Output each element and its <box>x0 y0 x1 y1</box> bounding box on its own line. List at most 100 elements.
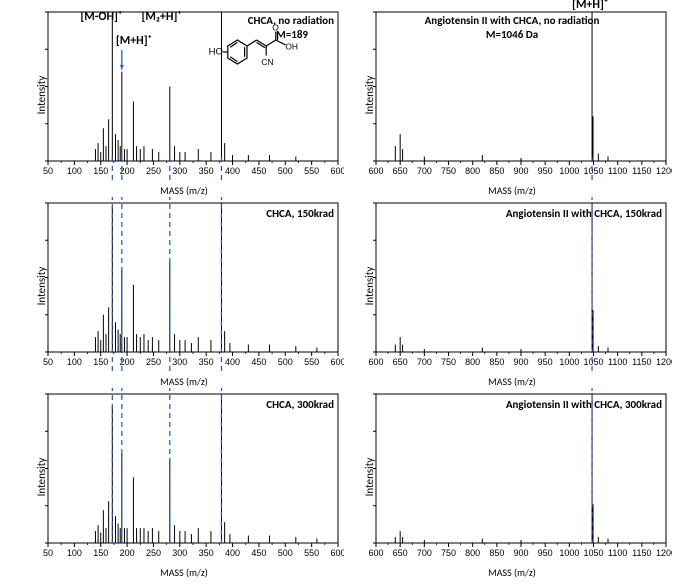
svg-text:1150: 1150 <box>632 548 651 558</box>
svg-text:50: 50 <box>43 548 53 558</box>
svg-text:550: 550 <box>304 357 319 367</box>
svg-text:1200: 1200 <box>656 357 672 367</box>
peak-label: [M+H]⁺ <box>116 34 152 48</box>
svg-text:1050: 1050 <box>583 357 603 367</box>
svg-text:950: 950 <box>538 357 553 367</box>
svg-text:1000: 1000 <box>559 357 579 367</box>
svg-text:600: 600 <box>330 357 344 367</box>
y-axis-label: Intensity <box>35 266 48 305</box>
svg-text:1200: 1200 <box>656 548 672 558</box>
spectrum-plot: 50 100 150 200 250 300 350 400 450 500 550 600 <box>24 388 344 565</box>
svg-text:500: 500 <box>278 548 293 558</box>
svg-text:50: 50 <box>43 166 53 176</box>
svg-text:1100: 1100 <box>608 357 627 367</box>
x-axis-label: MASS (m/z) <box>488 375 536 388</box>
svg-text:350: 350 <box>199 548 214 558</box>
svg-text:550: 550 <box>304 166 319 176</box>
svg-text:550: 550 <box>304 548 319 558</box>
svg-text:450: 450 <box>251 548 266 558</box>
svg-text:400: 400 <box>225 166 240 176</box>
svg-text:300: 300 <box>172 357 187 367</box>
spectrum-panel-p22: IntensityMASS (m/z)600650700750800850900… <box>352 197 672 374</box>
svg-text:250: 250 <box>146 548 161 558</box>
svg-text:950: 950 <box>538 166 553 176</box>
svg-text:750: 750 <box>441 357 456 367</box>
spectrum-plot: 600 650 700 750 800 850 900 950 1000 1050 1100 1150… <box>352 388 672 565</box>
svg-text:450: 450 <box>251 357 266 367</box>
svg-text:350: 350 <box>199 357 214 367</box>
x-axis-label: MASS (m/z) <box>488 566 536 579</box>
svg-text:600: 600 <box>330 166 344 176</box>
svg-text:900: 900 <box>513 548 528 558</box>
svg-text:250: 250 <box>146 166 161 176</box>
x-axis-label: MASS (m/z) <box>160 566 208 579</box>
svg-text:250: 250 <box>146 357 161 367</box>
spectrum-plot: 50100150200250300350400450500550600 <box>24 197 344 374</box>
svg-text:1000: 1000 <box>559 548 579 558</box>
svg-text:1100: 1100 <box>608 166 627 176</box>
svg-text:650: 650 <box>393 357 408 367</box>
spectrum-panel-p31: IntensityMASS (m/z)501001502002503003504… <box>24 388 344 565</box>
peak-label: [M-OH]⁺ <box>80 10 122 24</box>
peak-label: [M+H]⁺ <box>572 0 608 12</box>
svg-text:300: 300 <box>172 548 187 558</box>
panel-title: Angiotensin II with CHCA, 300krad <box>506 398 662 411</box>
spectrum-panel-p21: IntensityMASS (m/z)501001502002503003504… <box>24 197 344 374</box>
x-axis-label: MASS (m/z) <box>160 184 208 197</box>
svg-text:200: 200 <box>120 548 135 558</box>
spectrum-plot: 6006507007508008509009501000105011001150… <box>352 197 672 374</box>
svg-text:1050: 1050 <box>583 166 603 176</box>
panel-title: Angiotensin II with CHCA, no radiation <box>425 14 600 27</box>
svg-text:HO: HO <box>209 46 223 57</box>
svg-text:750: 750 <box>441 548 456 558</box>
svg-text:950: 950 <box>538 548 553 558</box>
y-axis-label: Intensity <box>363 75 376 114</box>
svg-text:300: 300 <box>172 166 187 176</box>
svg-text:600: 600 <box>368 548 383 558</box>
svg-text:1200: 1200 <box>656 166 672 176</box>
svg-text:100: 100 <box>67 548 82 558</box>
svg-text:CN: CN <box>261 57 273 67</box>
y-axis-label: Intensity <box>35 75 48 114</box>
svg-text:1150: 1150 <box>632 166 651 176</box>
svg-text:850: 850 <box>489 548 504 558</box>
svg-text:400: 400 <box>225 357 240 367</box>
y-axis-label: Intensity <box>363 457 376 496</box>
x-axis-label: MASS (m/z) <box>160 375 208 388</box>
svg-text:700: 700 <box>417 166 432 176</box>
svg-text:1000: 1000 <box>559 166 579 176</box>
svg-text:700: 700 <box>417 548 432 558</box>
svg-text:750: 750 <box>441 166 456 176</box>
svg-text:400: 400 <box>225 548 240 558</box>
svg-text:700: 700 <box>417 357 432 367</box>
svg-text:150: 150 <box>93 357 108 367</box>
panel-title: CHCA, 300krad <box>266 398 334 411</box>
svg-text:650: 650 <box>393 166 408 176</box>
spectrum-panel-p11: IntensityMASS (m/z)501001502002503003504… <box>24 6 344 183</box>
svg-text:450: 450 <box>251 166 266 176</box>
panel-title: CHCA, 150krad <box>266 207 334 220</box>
svg-text:100: 100 <box>67 357 82 367</box>
svg-text:600: 600 <box>330 548 344 558</box>
svg-text:1100: 1100 <box>608 548 627 558</box>
panel-title: CHCA, no radiation <box>248 14 334 27</box>
svg-text:1150: 1150 <box>632 357 651 367</box>
svg-text:150: 150 <box>93 166 108 176</box>
svg-text:800: 800 <box>465 357 480 367</box>
svg-text:350: 350 <box>199 166 214 176</box>
peak-label: [M₂+H]⁺ <box>141 10 181 24</box>
svg-text:500: 500 <box>278 357 293 367</box>
svg-text:650: 650 <box>393 548 408 558</box>
panel-subtitle: M=189 <box>276 28 308 41</box>
svg-text:50: 50 <box>43 357 53 367</box>
svg-text:850: 850 <box>489 166 504 176</box>
panel-subtitle: M=1046 Da <box>486 28 538 41</box>
svg-text:150: 150 <box>93 548 108 558</box>
svg-text:600: 600 <box>368 166 383 176</box>
svg-text:1050: 1050 <box>583 548 603 558</box>
svg-text:800: 800 <box>465 166 480 176</box>
svg-text:800: 800 <box>465 548 480 558</box>
spectrum-panel-p32: IntensityMASS (m/z)600650700750800850900… <box>352 388 672 565</box>
svg-text:500: 500 <box>278 166 293 176</box>
panel-title: Angiotensin II with CHCA, 150krad <box>506 207 662 220</box>
